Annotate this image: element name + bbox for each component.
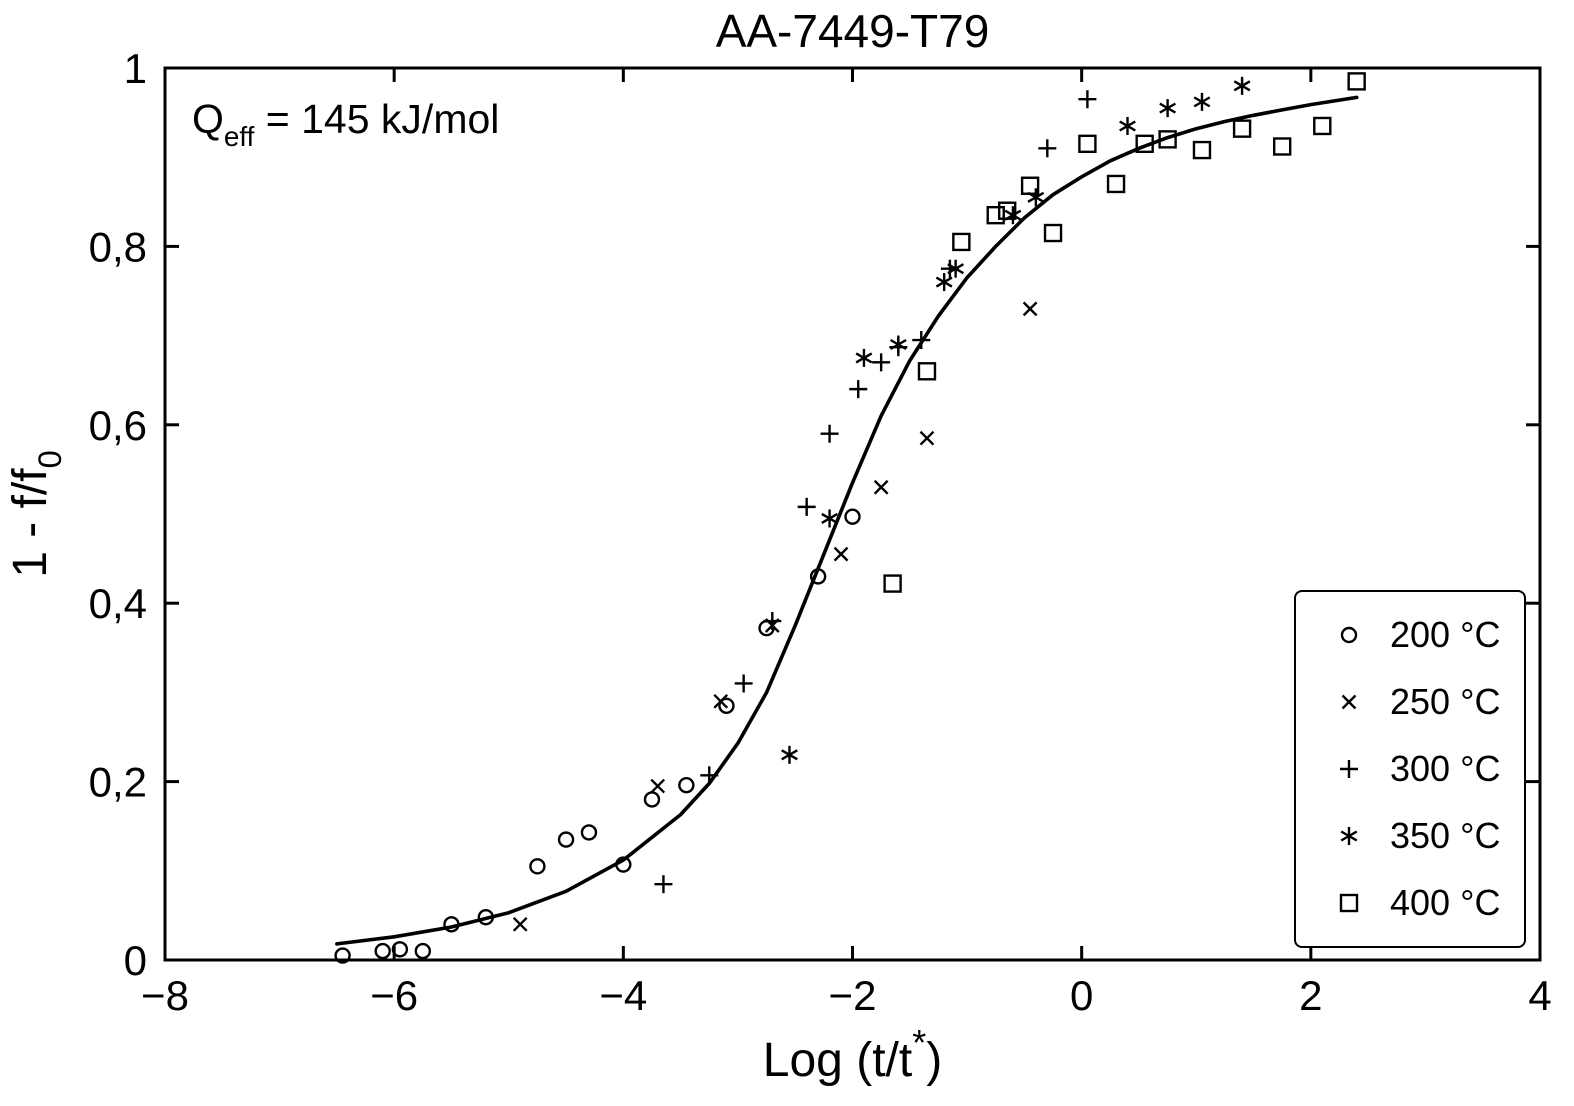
chart-title: AA-7449-T79	[715, 5, 990, 57]
annotation-rest: = 145 kJ/mol	[254, 96, 500, 142]
data-point-400C	[1158, 130, 1177, 149]
y-tick-label: 1	[124, 45, 147, 92]
data-point-350C	[947, 263, 965, 275]
legend-label: 400 °C	[1390, 881, 1501, 923]
y-tick-label: 0,8	[89, 223, 147, 270]
data-point-350C	[781, 749, 798, 761]
data-point-200C	[844, 508, 861, 525]
legend-marker-250C	[1341, 694, 1357, 710]
data-point-400C	[917, 362, 937, 381]
data-point-350C	[1159, 102, 1176, 114]
legend-label: 250 °C	[1390, 681, 1501, 723]
data-point-250C	[512, 916, 528, 932]
legend-item: 200 °C	[1332, 614, 1524, 656]
data-point-200C	[334, 947, 351, 964]
legend: 200 °C 250 °C 300 °C 350 °C 400 °C	[1294, 590, 1526, 948]
data-point-400C	[1347, 72, 1366, 91]
y-tick-label: 0,2	[89, 759, 147, 806]
data-point-250C	[919, 430, 935, 446]
data-point-350C	[1027, 191, 1045, 203]
data-point-200C	[643, 791, 661, 808]
x-marker-icon	[1341, 694, 1357, 710]
data-point-200C	[477, 908, 495, 926]
data-point-250C	[873, 479, 889, 495]
legend-item: 250 °C	[1332, 681, 1524, 723]
data-point-350C	[855, 352, 873, 364]
data-point-200C	[557, 831, 575, 848]
data-point-200C	[443, 916, 460, 933]
x-axis-label: Log (t/t*)	[165, 1022, 1540, 1088]
x-tick-label: 4	[1528, 972, 1551, 1019]
y-tick-label: 0,6	[89, 402, 147, 449]
data-point-400C	[997, 201, 1017, 220]
data-point-200C	[678, 776, 695, 794]
square-marker-icon	[1339, 893, 1359, 912]
data-point-400C	[1106, 174, 1126, 194]
data-point-250C	[650, 778, 666, 794]
plus-marker-icon	[1340, 759, 1358, 778]
legend-label: 300 °C	[1390, 747, 1501, 789]
x-tick-label: 0	[1070, 972, 1093, 1019]
data-point-400C	[1020, 176, 1040, 195]
data-point-350C	[1233, 80, 1251, 92]
data-point-400C	[1135, 134, 1154, 154]
data-point-200C	[809, 568, 827, 585]
data-point-400C	[1272, 137, 1292, 156]
legend-item: 350 °C	[1332, 815, 1524, 857]
y-tick-label: 0,4	[89, 580, 147, 627]
data-point-350C	[1119, 120, 1136, 132]
data-point-200C	[615, 856, 632, 873]
data-point-200C	[391, 941, 409, 958]
x-axis-label-close: )	[926, 1034, 943, 1087]
data-point-200C	[718, 697, 735, 714]
annotation-base: Q	[192, 96, 224, 142]
data-point-200C	[529, 858, 546, 875]
x-axis-label-superscript: *	[912, 1022, 927, 1063]
data-point-350C	[889, 338, 907, 351]
annotation-subscript: eff	[223, 121, 255, 153]
legend-marker-350C	[1340, 830, 1358, 842]
legend-label: 200 °C	[1390, 614, 1501, 656]
x-tick-label: −6	[370, 972, 418, 1019]
data-point-400C	[883, 574, 902, 593]
data-point-350C	[935, 276, 953, 288]
data-point-400C	[986, 205, 1005, 225]
legend-item: 400 °C	[1332, 882, 1524, 924]
x-tick-label: −2	[829, 972, 877, 1019]
legend-marker-200C	[1340, 627, 1358, 644]
legend-marker-400C	[1339, 893, 1359, 912]
x-tick-label: −8	[141, 972, 189, 1019]
data-point-200C	[374, 942, 391, 960]
data-point-250C	[833, 546, 849, 562]
data-point-350C	[1193, 96, 1211, 108]
asterisk-marker-icon	[1340, 826, 1358, 845]
circle-marker-icon	[1340, 627, 1358, 644]
data-point-200C	[414, 942, 432, 960]
legend-label: 350 °C	[1390, 814, 1501, 856]
data-point-400C	[1232, 119, 1252, 138]
data-point-400C	[1313, 116, 1332, 136]
data-point-250C	[713, 693, 729, 709]
x-axis-label-base: Log (t/t	[762, 1034, 913, 1087]
y-tick-label: 0	[124, 937, 147, 984]
fit-curve-line	[335, 95, 1359, 946]
qeff-annotation: Qeff = 145 kJ/mol	[192, 96, 500, 153]
x-tick-label: 2	[1299, 972, 1322, 1019]
data-point-200C	[580, 824, 598, 841]
data-point-350C	[821, 512, 838, 524]
data-point-400C	[1043, 223, 1063, 243]
x-tick-label: −4	[599, 972, 647, 1019]
data-point-400C	[1078, 134, 1097, 154]
legend-item: 300 °C	[1332, 748, 1524, 790]
data-point-250C	[1022, 301, 1038, 317]
data-point-400C	[1192, 140, 1212, 160]
data-point-400C	[952, 232, 971, 252]
